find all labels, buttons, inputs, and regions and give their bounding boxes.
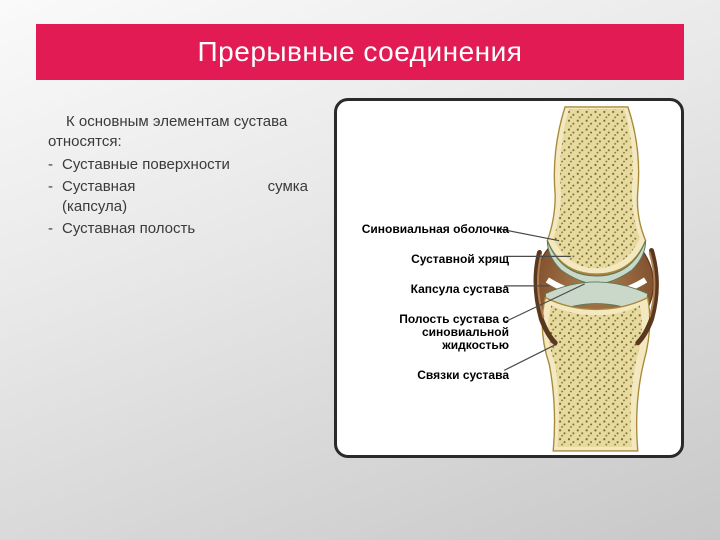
upper-bone xyxy=(547,107,645,284)
bullet-item: Суставные поверхности xyxy=(48,155,308,175)
slide-title: Прерывные соединения xyxy=(198,36,523,68)
joint-diagram: Синовиальная оболочка Суставной хрящ Кап… xyxy=(334,98,684,458)
label-synovial: Синовиальная оболочка xyxy=(349,223,509,236)
bullet-list: Суставные поверхности Суставная сумка(ка… xyxy=(48,155,308,240)
body-text: К основным элементам сустава относятся: … xyxy=(48,112,308,240)
label-capsule: Капсула сустава xyxy=(381,283,509,296)
label-cartilage: Суставной хрящ xyxy=(377,253,509,266)
slide-title-bar: Прерывные соединения xyxy=(36,24,684,80)
intro-text: К основным элементам сустава относятся: xyxy=(48,112,308,153)
bullet-item: Суставная полость xyxy=(48,219,308,239)
label-ligament: Связки сустава xyxy=(393,369,509,382)
label-cavity: Полость сустава с синовиальной жидкостью xyxy=(357,313,509,353)
joint-svg xyxy=(337,101,681,455)
bullet-item: Суставная сумка(капсула) xyxy=(48,177,308,218)
